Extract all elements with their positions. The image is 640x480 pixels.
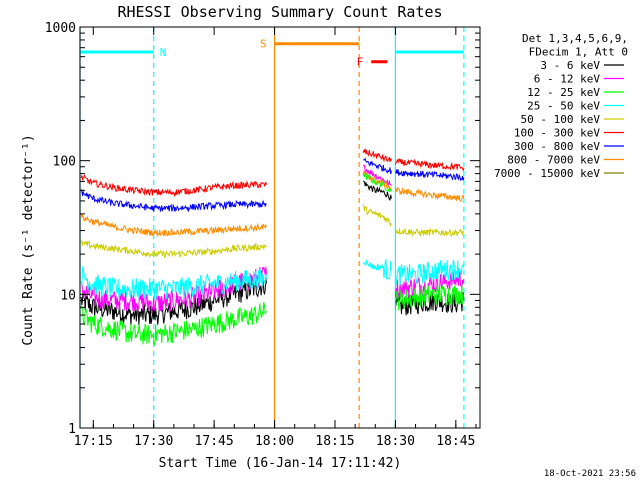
legend-entry: 50 - 100 keV (521, 113, 601, 126)
series-line-3-seg-2 (394, 259, 465, 286)
series-line-0-seg-0 (80, 276, 267, 326)
chart-title: RHESSI Observing Summary Count Rates (117, 3, 442, 21)
legend-entry: 300 - 800 keV (514, 140, 600, 153)
legend: Det 1,3,4,5,6,9,FDecim 1, Att 03 - 6 keV… (494, 32, 628, 180)
annotations: N S F (79, 27, 465, 428)
y-tick-label: 100 (53, 155, 76, 170)
legend-entry: 3 - 6 keV (540, 59, 600, 72)
x-tick-label: 17:15 (74, 434, 113, 449)
x-tick-label: 18:15 (315, 434, 354, 449)
annotation-label-s: S (260, 38, 267, 51)
plot-frame (79, 26, 481, 429)
x-tick-label: 18:45 (436, 434, 475, 449)
annotation-label-f: F (357, 56, 364, 69)
series-line-7-seg-0 (80, 213, 267, 238)
legend-entry: 7000 - 15000 keV (494, 167, 600, 180)
y-axis-ticks: 1 10 100 1000 (45, 21, 480, 437)
y-tick-label: 10 (60, 288, 76, 303)
series-line-6-seg-1 (363, 157, 392, 175)
series-line-4-seg-2 (394, 227, 465, 237)
legend-entry: 12 - 25 keV (527, 86, 600, 99)
x-axis-ticks: 17:15 17:30 17:45 18:00 18:15 18:30 18:45 (74, 27, 477, 449)
x-axis-label: Start Time (16-Jan-14 17:11:42) (159, 456, 402, 471)
series-line-3-seg-0 (80, 266, 267, 300)
series-line-4-seg-1 (362, 204, 392, 228)
legend-entry: 100 - 300 keV (514, 127, 600, 140)
timestamp-footer: 18-Oct-2021 23:56 (544, 469, 636, 479)
series-line-2-seg-0 (80, 301, 267, 347)
legend-entry: 6 - 12 keV (534, 73, 601, 86)
series-line-5-seg-1 (362, 148, 392, 163)
series-line-7-seg-2 (394, 186, 465, 202)
series-line-2-seg-2 (394, 283, 465, 311)
y-axis-label: Count Rate (s⁻¹ detector⁻¹) (21, 134, 36, 345)
x-tick-label: 18:30 (376, 434, 415, 449)
series-line-0-seg-1 (363, 180, 392, 201)
series-line-1-seg-1 (363, 164, 392, 187)
series-line-4-seg-0 (80, 238, 267, 259)
y-tick-label: 1000 (45, 21, 76, 36)
series-line-7-seg-1 (362, 169, 392, 191)
x-tick-label: 17:30 (134, 434, 173, 449)
legend-header: FDecim 1, Att 0 (529, 46, 628, 59)
series-line-1-seg-0 (80, 266, 267, 314)
series-line-6-seg-0 (80, 189, 267, 213)
series-line-3-seg-1 (362, 258, 392, 280)
legend-entry: 25 - 50 keV (527, 100, 600, 113)
series-line-0-seg-2 (394, 292, 465, 316)
x-tick-label: 17:45 (195, 434, 234, 449)
y-tick-label: 1 (68, 422, 76, 437)
series-line-5-seg-0 (80, 174, 267, 198)
series-line-6-seg-2 (394, 169, 465, 182)
legend-entry: 800 - 7000 keV (507, 154, 600, 167)
series-line-5-seg-2 (394, 158, 465, 172)
x-tick-label: 18:00 (255, 434, 294, 449)
series-group (80, 148, 465, 347)
annotation-label-n: N (160, 46, 167, 59)
legend-header: Det 1,3,4,5,6,9, (522, 32, 628, 45)
